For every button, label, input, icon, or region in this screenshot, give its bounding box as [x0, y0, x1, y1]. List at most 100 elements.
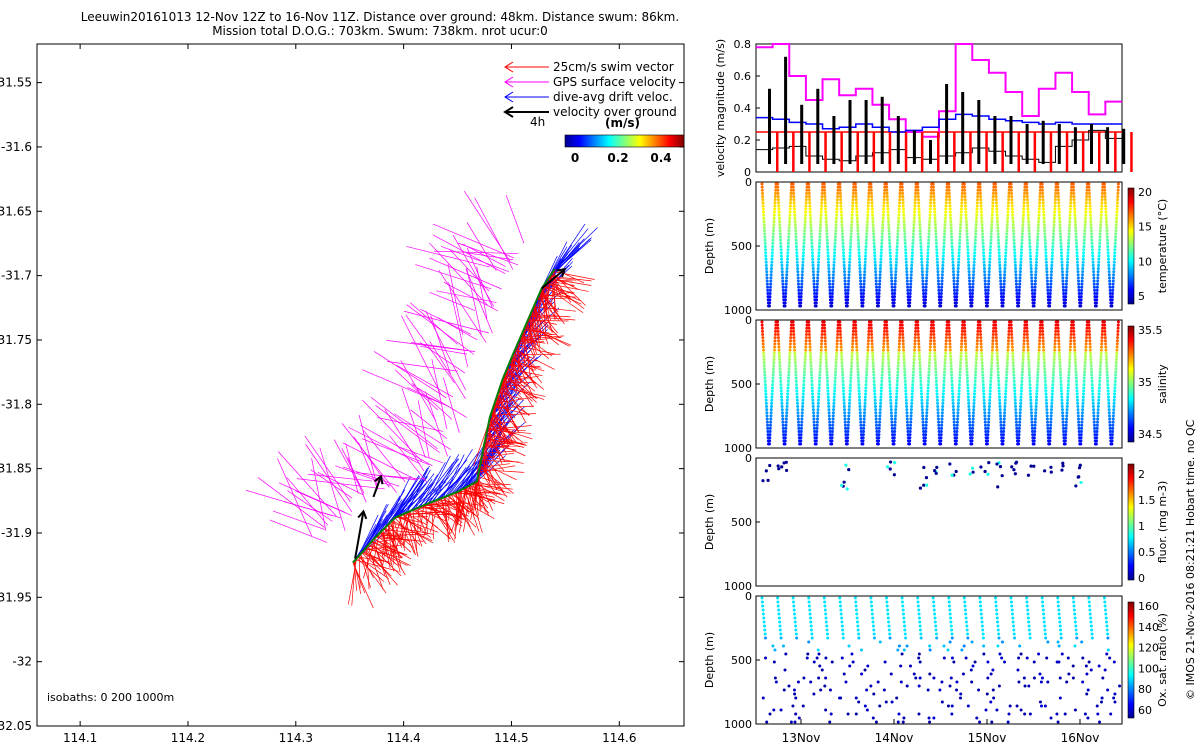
temperature-point [827, 266, 831, 270]
temperature-point [1001, 304, 1005, 308]
salinity-point [967, 411, 971, 415]
salinity-point [1060, 398, 1064, 402]
temperature-point [897, 210, 901, 214]
salinity-point [1081, 392, 1085, 396]
temperature-point [825, 235, 829, 239]
gps-vector [358, 442, 378, 488]
swim-vector [362, 537, 376, 579]
salinity-point [865, 370, 869, 374]
temperature-point [996, 235, 1000, 239]
temperature-point [1006, 210, 1010, 214]
oxygen-colorbar [1127, 601, 1135, 719]
salinity-point [916, 336, 920, 340]
temperature-point [917, 207, 921, 211]
salinity-point [1080, 420, 1084, 424]
salinity-point [815, 429, 819, 433]
temperature-point [1092, 270, 1096, 274]
swim-vector [368, 544, 402, 577]
oxygen-point [947, 600, 951, 604]
temperature-point [964, 220, 968, 224]
swim-vector [437, 499, 463, 511]
salinity-point [879, 386, 883, 390]
salinity-point [904, 395, 908, 399]
salinity-point [989, 379, 993, 383]
temperature-point [889, 257, 893, 261]
temperature-point [1100, 207, 1104, 211]
temperature-point [1072, 204, 1076, 208]
temperature-point [974, 229, 978, 233]
salinity-point [800, 417, 804, 421]
temperature-point [1036, 226, 1040, 230]
temperature-point [1045, 273, 1049, 277]
temperature-point [796, 273, 800, 277]
salinity-point [942, 383, 946, 387]
temperature-point [1092, 285, 1096, 289]
oxygen-point [866, 664, 870, 668]
temperature-point [872, 232, 876, 236]
temperature-point [1101, 188, 1105, 192]
temperature-point [847, 279, 851, 283]
temperature-point [911, 232, 915, 236]
salinity-point [1115, 345, 1119, 349]
swim-vector [535, 302, 540, 347]
swim-drop [953, 132, 956, 172]
salinity-point [964, 358, 968, 362]
temperature-point [1003, 257, 1007, 261]
salinity-point [1088, 339, 1092, 343]
salinity-point [1027, 370, 1031, 374]
salinity-point [824, 345, 828, 349]
salinity-point [1104, 348, 1108, 352]
temperature-point [875, 291, 879, 295]
temperature-point [926, 241, 930, 245]
oxygen-colorbar-tick: 100 [1138, 662, 1159, 675]
salinity-point [1079, 429, 1083, 433]
oxygen-point [857, 632, 861, 636]
oxygen-point [871, 624, 875, 628]
temperature-point [1105, 238, 1109, 242]
temperature-point [947, 195, 951, 199]
temperature-point [988, 260, 992, 264]
temperature-point [769, 282, 773, 286]
temperature-point [1040, 182, 1044, 186]
temperature-point [1026, 201, 1030, 205]
temperature-point [1069, 195, 1073, 199]
temperature-point [920, 257, 924, 261]
temperature-point [912, 223, 916, 227]
salinity-point [846, 429, 850, 433]
temperature-point [814, 304, 818, 308]
salinity-point [765, 404, 769, 408]
salinity-point [1056, 329, 1060, 333]
oxygen-point [978, 596, 982, 600]
salinity-point [1073, 345, 1077, 349]
salinity-point [928, 345, 932, 349]
temperature-point [988, 248, 992, 252]
salinity-point [797, 426, 801, 430]
temperature-point [889, 263, 893, 267]
swim-vector [530, 312, 554, 333]
salinity-point [1020, 373, 1024, 377]
temperature-point [1057, 210, 1061, 214]
temperature-point [996, 223, 1000, 227]
gps-vector [394, 413, 451, 450]
temperature-ytick-label: 500 [731, 240, 752, 253]
temperature-point [789, 195, 793, 199]
salinity-point [1011, 361, 1015, 365]
oxygen-point [964, 612, 968, 616]
temperature-point [849, 229, 853, 233]
temperature-point [846, 285, 850, 289]
salinity-point [1083, 364, 1087, 368]
salinity-point [841, 386, 845, 390]
temperature-point [1066, 251, 1070, 255]
salinity-point [998, 398, 1002, 402]
salinity-point [1048, 436, 1052, 440]
temperature-point [958, 241, 962, 245]
salinity-point [1088, 333, 1092, 337]
temperature-point [1027, 226, 1031, 230]
temperature-point [787, 232, 791, 236]
temperature-point [769, 273, 773, 277]
salinity-point [980, 351, 984, 355]
salinity-point [951, 408, 955, 412]
temperature-point [1007, 191, 1011, 195]
temperature-point [991, 198, 995, 202]
salinity-point [998, 408, 1002, 412]
